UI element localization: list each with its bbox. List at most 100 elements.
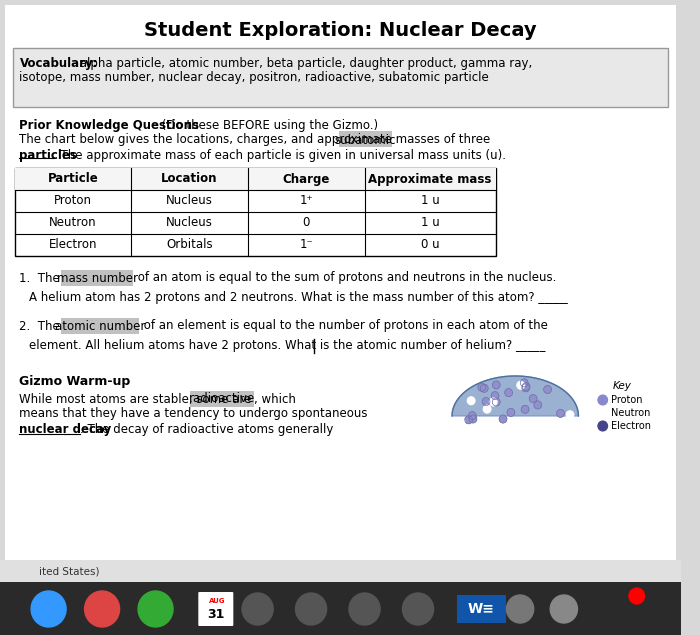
Circle shape <box>402 593 433 625</box>
Text: Nucleus: Nucleus <box>166 217 213 229</box>
Text: . The approximate mass of each particle is given in universal mass units (u).: . The approximate mass of each particle … <box>53 149 507 161</box>
Text: 1 u: 1 u <box>421 194 440 208</box>
Circle shape <box>520 379 528 387</box>
Text: A helium atom has 2 protons and 2 neutrons. What is the mass number of this atom: A helium atom has 2 protons and 2 neutro… <box>29 291 568 305</box>
Text: Student Exploration: Nuclear Decay: Student Exploration: Nuclear Decay <box>144 20 537 39</box>
Text: Proton: Proton <box>54 194 92 208</box>
Text: Prior Knowledge Questions: Prior Knowledge Questions <box>20 119 199 131</box>
Circle shape <box>598 395 608 405</box>
Circle shape <box>507 408 515 417</box>
Circle shape <box>492 381 500 389</box>
Text: (Do these BEFORE using the Gizmo.): (Do these BEFORE using the Gizmo.) <box>158 119 379 131</box>
Circle shape <box>478 384 486 391</box>
Text: 0 u: 0 u <box>421 239 440 251</box>
Text: 1⁺: 1⁺ <box>300 194 313 208</box>
Circle shape <box>522 384 530 392</box>
Text: Vocabulary:: Vocabulary: <box>20 57 98 69</box>
Text: element. All helium atoms have 2 protons. What is the atomic number of helium? _: element. All helium atoms have 2 protons… <box>29 340 545 352</box>
FancyBboxPatch shape <box>15 168 496 256</box>
Circle shape <box>534 401 542 409</box>
Circle shape <box>468 411 476 420</box>
Circle shape <box>598 421 608 431</box>
Circle shape <box>295 593 327 625</box>
Circle shape <box>480 384 488 392</box>
Circle shape <box>469 415 477 423</box>
Circle shape <box>457 417 465 425</box>
FancyBboxPatch shape <box>0 582 680 635</box>
FancyBboxPatch shape <box>61 270 133 286</box>
Text: While most atoms are stable, some are: While most atoms are stable, some are <box>20 392 255 406</box>
Polygon shape <box>452 376 578 416</box>
Circle shape <box>517 381 524 389</box>
Text: of an atom is equal to the sum of protons and neutrons in the nucleus.: of an atom is equal to the sum of proton… <box>134 272 556 284</box>
Circle shape <box>31 591 66 627</box>
Text: 1 u: 1 u <box>421 217 440 229</box>
Text: AUG: AUG <box>209 598 225 604</box>
Text: Orbitals: Orbitals <box>167 239 213 251</box>
Text: Approximate mass: Approximate mass <box>368 173 492 185</box>
Text: ited States): ited States) <box>39 566 99 576</box>
Text: radioactive: radioactive <box>188 392 255 406</box>
Text: Neutron: Neutron <box>49 217 97 229</box>
Circle shape <box>468 397 475 404</box>
Circle shape <box>529 394 537 403</box>
FancyBboxPatch shape <box>13 48 668 107</box>
Text: 1: 1 <box>634 591 640 601</box>
Circle shape <box>492 398 500 406</box>
FancyBboxPatch shape <box>198 592 233 626</box>
Circle shape <box>483 405 491 413</box>
Circle shape <box>522 382 530 391</box>
Circle shape <box>482 398 490 406</box>
Circle shape <box>507 595 533 623</box>
Circle shape <box>138 591 173 627</box>
Text: Charge: Charge <box>283 173 330 185</box>
Circle shape <box>465 416 472 424</box>
Circle shape <box>505 389 512 397</box>
Circle shape <box>242 593 273 625</box>
Circle shape <box>349 593 380 625</box>
Text: Key: Key <box>612 381 631 391</box>
Text: Proton: Proton <box>610 395 642 405</box>
FancyBboxPatch shape <box>190 391 253 407</box>
FancyBboxPatch shape <box>340 131 392 147</box>
Text: alpha particle, atomic number, beta particle, daughter product, gamma ray,: alpha particle, atomic number, beta part… <box>76 57 532 69</box>
Text: means that they have a tendency to undergo spontaneous: means that they have a tendency to under… <box>20 408 368 420</box>
Circle shape <box>489 398 497 406</box>
Text: Particle: Particle <box>48 173 98 185</box>
Text: nuclear decay: nuclear decay <box>20 422 112 436</box>
FancyBboxPatch shape <box>457 595 505 623</box>
Circle shape <box>629 588 645 604</box>
Circle shape <box>499 415 507 423</box>
Text: Electron: Electron <box>49 239 97 251</box>
Text: 0: 0 <box>302 217 310 229</box>
FancyBboxPatch shape <box>0 560 680 582</box>
Text: 2.  The: 2. The <box>20 319 64 333</box>
FancyBboxPatch shape <box>15 168 496 190</box>
Text: Gizmo Warm-up: Gizmo Warm-up <box>20 375 131 387</box>
Circle shape <box>556 410 564 417</box>
Text: . The decay of radioactive atoms generally: . The decay of radioactive atoms general… <box>80 422 333 436</box>
Text: isotope, mass number, nuclear decay, positron, radioactive, subatomic particle: isotope, mass number, nuclear decay, pos… <box>20 72 489 84</box>
Text: 1.  The: 1. The <box>20 272 64 284</box>
Text: Electron: Electron <box>610 421 650 431</box>
Circle shape <box>550 595 578 623</box>
Circle shape <box>598 408 608 418</box>
Text: subatomic: subatomic <box>335 133 396 147</box>
Text: Location: Location <box>161 173 218 185</box>
Text: The chart below gives the locations, charges, and approximate masses of three: The chart below gives the locations, cha… <box>20 133 494 147</box>
Circle shape <box>544 385 552 394</box>
Circle shape <box>85 591 120 627</box>
Text: Nucleus: Nucleus <box>166 194 213 208</box>
Text: , which: , which <box>253 392 295 406</box>
Text: W≡: W≡ <box>468 602 495 616</box>
Text: mass number: mass number <box>57 272 138 284</box>
Text: particles: particles <box>20 149 77 161</box>
Circle shape <box>491 392 499 399</box>
FancyBboxPatch shape <box>61 318 139 334</box>
Text: of an element is equal to the number of protons in each atom of the: of an element is equal to the number of … <box>140 319 548 333</box>
Text: Neutron: Neutron <box>610 408 650 418</box>
Circle shape <box>522 405 529 413</box>
Text: 31: 31 <box>207 608 225 620</box>
FancyBboxPatch shape <box>5 5 676 570</box>
Text: 1⁻: 1⁻ <box>300 239 313 251</box>
